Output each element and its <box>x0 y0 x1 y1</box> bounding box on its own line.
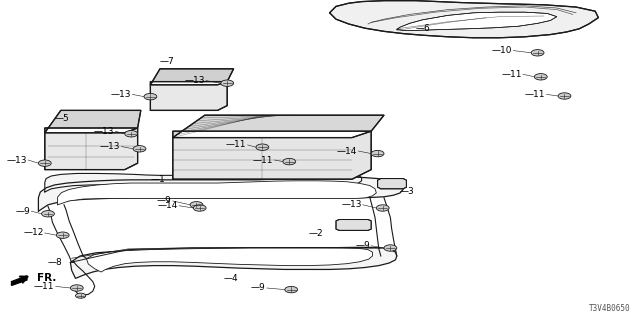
Text: —9: —9 <box>251 284 266 292</box>
Polygon shape <box>330 1 598 38</box>
Text: —9: —9 <box>355 241 370 250</box>
Text: —9: —9 <box>15 207 30 216</box>
Text: —11: —11 <box>525 90 545 99</box>
Circle shape <box>190 202 203 208</box>
Polygon shape <box>173 115 384 138</box>
Circle shape <box>376 205 389 211</box>
Text: —8: —8 <box>48 258 63 267</box>
Circle shape <box>371 150 384 157</box>
Circle shape <box>42 211 54 217</box>
Text: —4: —4 <box>223 274 238 283</box>
Circle shape <box>558 93 571 99</box>
Polygon shape <box>45 128 138 170</box>
Text: —13: —13 <box>93 127 114 136</box>
Circle shape <box>221 80 234 86</box>
Circle shape <box>76 293 86 298</box>
Circle shape <box>125 131 138 137</box>
Text: —14: —14 <box>337 147 357 156</box>
Circle shape <box>144 93 157 100</box>
Text: —11: —11 <box>501 70 522 79</box>
Circle shape <box>531 50 544 56</box>
Polygon shape <box>45 110 141 133</box>
Text: —9: —9 <box>157 196 172 205</box>
Text: —13: —13 <box>184 76 205 85</box>
Polygon shape <box>12 276 27 285</box>
Text: —11: —11 <box>34 282 54 291</box>
Polygon shape <box>150 82 227 110</box>
Polygon shape <box>38 177 403 211</box>
Polygon shape <box>70 247 397 278</box>
Text: —2: —2 <box>308 229 323 238</box>
Text: —11: —11 <box>253 156 273 164</box>
Text: —5: —5 <box>54 114 69 123</box>
Text: —7: —7 <box>159 57 174 66</box>
Text: —14: —14 <box>157 201 178 210</box>
Polygon shape <box>150 69 234 85</box>
Circle shape <box>285 286 298 293</box>
Polygon shape <box>86 248 372 272</box>
Polygon shape <box>173 131 371 179</box>
Text: —13: —13 <box>341 200 362 209</box>
Text: —11: —11 <box>226 140 246 149</box>
Polygon shape <box>45 172 362 192</box>
Text: —13: —13 <box>6 156 27 164</box>
Text: —12: —12 <box>23 228 44 237</box>
Polygon shape <box>378 179 406 189</box>
Circle shape <box>193 205 206 211</box>
Circle shape <box>70 285 83 291</box>
Text: —13: —13 <box>111 90 131 99</box>
Polygon shape <box>58 181 376 205</box>
Text: —13: —13 <box>100 142 120 151</box>
Polygon shape <box>336 220 371 230</box>
Circle shape <box>283 158 296 165</box>
Circle shape <box>38 160 51 166</box>
Text: T3V4B0650: T3V4B0650 <box>589 304 630 313</box>
Text: —3: —3 <box>400 187 415 196</box>
Text: —6: —6 <box>415 24 430 33</box>
Text: —10: —10 <box>492 46 512 55</box>
Circle shape <box>384 245 397 251</box>
Circle shape <box>56 232 69 238</box>
Circle shape <box>133 146 146 152</box>
Circle shape <box>256 144 269 150</box>
Text: FR.: FR. <box>37 273 56 284</box>
Polygon shape <box>397 12 557 30</box>
Text: —1: —1 <box>150 175 165 184</box>
Circle shape <box>534 74 547 80</box>
